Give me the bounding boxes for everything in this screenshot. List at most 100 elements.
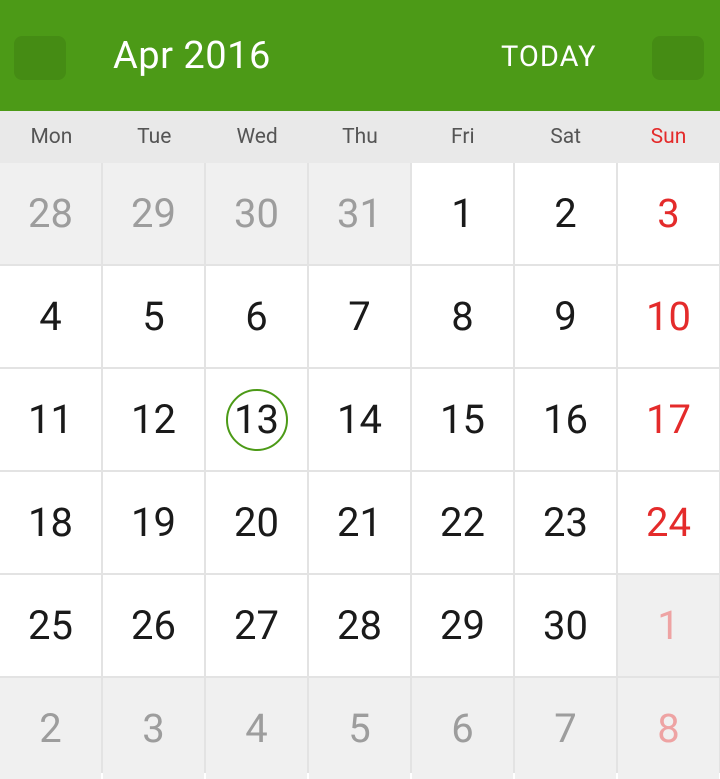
day-number: 6 — [245, 293, 268, 340]
day-number: 7 — [554, 705, 577, 752]
day-number: 5 — [348, 705, 371, 752]
day-number: 11 — [28, 396, 73, 443]
day-number: 4 — [245, 705, 268, 752]
day-cell[interactable]: 27 — [206, 575, 307, 676]
week-row: 18 19 20 21 22 23 24 — [0, 472, 720, 573]
day-number: 2 — [39, 705, 62, 752]
weekday-label-sunday: Sun — [650, 125, 687, 149]
weekday-header: Mon Tue Wed Thu Fri Sat Sun — [0, 111, 720, 163]
day-cell[interactable]: 19 — [103, 472, 204, 573]
calendar-header: Apr 2016 TODAY — [0, 0, 720, 111]
day-cell[interactable]: 8 — [412, 266, 513, 367]
day-number: 12 — [131, 396, 176, 443]
day-cell[interactable]: 24 — [618, 472, 719, 573]
day-number: 14 — [337, 396, 382, 443]
day-cell[interactable]: 11 — [0, 369, 101, 470]
day-cell[interactable]: 12 — [103, 369, 204, 470]
week-row: 28 29 30 31 1 2 3 — [0, 163, 720, 264]
day-cell[interactable]: 7 — [309, 266, 410, 367]
day-number: 10 — [646, 293, 691, 340]
weekday-label: Thu — [342, 125, 378, 149]
day-cell[interactable]: 6 — [412, 678, 513, 779]
day-cell[interactable]: 29 — [412, 575, 513, 676]
month-title[interactable]: Apr 2016 — [113, 34, 271, 78]
day-cell[interactable]: 5 — [309, 678, 410, 779]
day-cell[interactable]: 30 — [206, 163, 307, 264]
day-number: 29 — [131, 190, 176, 237]
day-cell[interactable]: 8 — [618, 678, 719, 779]
day-number: 25 — [28, 602, 73, 649]
weekday-label: Fri — [451, 125, 475, 149]
day-cell[interactable]: 3 — [618, 163, 719, 264]
day-number: 1 — [451, 190, 474, 237]
day-cell[interactable]: 1 — [412, 163, 513, 264]
day-number: 2 — [554, 190, 577, 237]
day-number: 7 — [348, 293, 371, 340]
next-month-icon[interactable] — [652, 36, 704, 80]
day-number: 28 — [28, 190, 73, 237]
day-cell[interactable]: 28 — [309, 575, 410, 676]
prev-month-icon[interactable] — [14, 36, 66, 80]
weekday-label: Wed — [236, 125, 278, 149]
day-number: 15 — [440, 396, 485, 443]
day-number: 29 — [440, 602, 485, 649]
day-cell[interactable]: 25 — [0, 575, 101, 676]
day-number: 3 — [657, 190, 680, 237]
day-cell[interactable]: 16 — [515, 369, 616, 470]
day-cell[interactable]: 17 — [618, 369, 719, 470]
day-cell[interactable]: 10 — [618, 266, 719, 367]
day-cell[interactable]: 9 — [515, 266, 616, 367]
day-number: 20 — [234, 499, 279, 546]
day-number: 13 — [234, 396, 279, 443]
weekday-label: Mon — [30, 125, 73, 149]
day-number: 21 — [337, 499, 382, 546]
day-cell[interactable]: 4 — [0, 266, 101, 367]
day-cell-today[interactable]: 13 — [206, 369, 307, 470]
day-number: 19 — [131, 499, 176, 546]
weekday-label: Sat — [550, 125, 582, 149]
day-cell[interactable]: 2 — [0, 678, 101, 779]
day-cell[interactable]: 23 — [515, 472, 616, 573]
day-cell[interactable]: 7 — [515, 678, 616, 779]
day-cell[interactable]: 4 — [206, 678, 307, 779]
week-row: 11 12 13 14 15 16 17 — [0, 369, 720, 470]
day-number: 16 — [543, 396, 588, 443]
day-number: 24 — [646, 499, 691, 546]
day-number: 31 — [337, 190, 382, 237]
day-cell[interactable]: 22 — [412, 472, 513, 573]
day-number: 30 — [234, 190, 279, 237]
today-button[interactable]: TODAY — [501, 40, 597, 74]
day-number: 28 — [337, 602, 382, 649]
day-cell[interactable]: 26 — [103, 575, 204, 676]
day-number: 23 — [543, 499, 588, 546]
week-row: 2 3 4 5 6 7 8 — [0, 678, 720, 779]
day-cell[interactable]: 20 — [206, 472, 307, 573]
week-row: 25 26 27 28 29 30 1 — [0, 575, 720, 676]
day-number: 17 — [646, 396, 691, 443]
day-cell[interactable]: 28 — [0, 163, 101, 264]
day-cell[interactable]: 1 — [618, 575, 719, 676]
day-cell[interactable]: 5 — [103, 266, 204, 367]
day-cell[interactable]: 29 — [103, 163, 204, 264]
day-cell[interactable]: 14 — [309, 369, 410, 470]
day-number: 30 — [543, 602, 588, 649]
day-number: 1 — [657, 602, 680, 649]
day-number: 8 — [451, 293, 474, 340]
day-number: 9 — [554, 293, 577, 340]
day-number: 22 — [440, 499, 485, 546]
day-number: 26 — [131, 602, 176, 649]
day-number: 8 — [657, 705, 680, 752]
day-cell[interactable]: 15 — [412, 369, 513, 470]
day-cell[interactable]: 2 — [515, 163, 616, 264]
day-number: 27 — [234, 602, 279, 649]
month-grid: 28 29 30 31 1 2 3 4 5 6 7 8 9 10 11 12 13 14 15 16 17 18 19 20 2… — [0, 163, 720, 779]
day-cell[interactable]: 31 — [309, 163, 410, 264]
day-number: 4 — [39, 293, 62, 340]
weekday-label: Tue — [137, 125, 172, 149]
day-cell[interactable]: 18 — [0, 472, 101, 573]
day-cell[interactable]: 30 — [515, 575, 616, 676]
day-cell[interactable]: 6 — [206, 266, 307, 367]
day-number: 3 — [142, 705, 165, 752]
day-cell[interactable]: 3 — [103, 678, 204, 779]
day-cell[interactable]: 21 — [309, 472, 410, 573]
